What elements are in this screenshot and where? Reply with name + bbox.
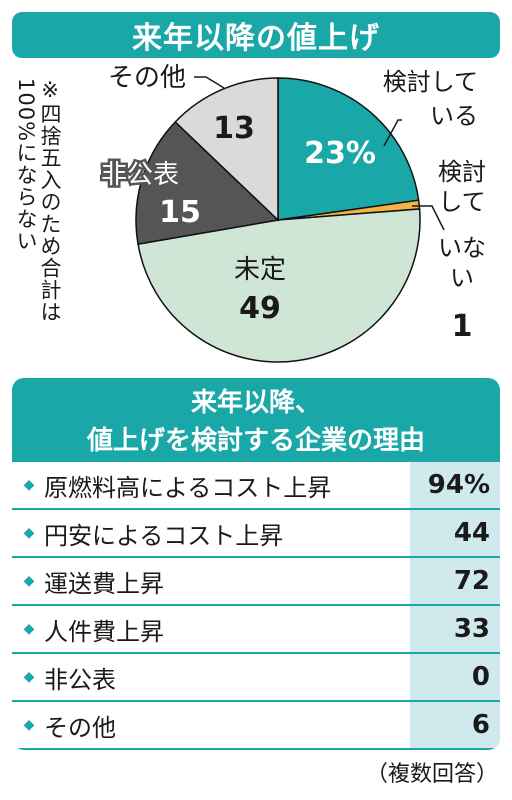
slice-value-4: 13	[213, 111, 255, 146]
pie-slice-2	[137, 208, 421, 363]
reason-label-cell: ◆ 円安によるコスト上昇	[12, 510, 410, 556]
slice-label-1d: い	[450, 264, 474, 292]
slice-label-0b: いる	[430, 102, 478, 130]
reasons-panel: 来年以降、 値上げを検討する企業の理由 ◆ 原燃料高によるコスト上昇 94% ◆ 円安に…	[12, 378, 500, 750]
slice-label-3: 非公表	[101, 160, 179, 190]
reason-label: 運送費上昇	[44, 569, 164, 598]
reason-row: ◆ 原燃料高によるコスト上昇 94%	[12, 462, 500, 508]
reason-label: その他	[44, 713, 116, 742]
diamond-bullet-icon: ◆	[23, 621, 35, 637]
reasons-header-line2: 値上げを検討する企業の理由	[86, 426, 425, 456]
reasons-table: ◆ 原燃料高によるコスト上昇 94% ◆ 円安によるコスト上昇 44 ◆ 運送費上昇 72 ◆ 人件…	[12, 462, 500, 750]
slice-label-0a: 検討して	[383, 68, 478, 96]
reason-label: 非公表	[44, 665, 116, 694]
rounding-note: ※四捨五入のため合計は100%にならない	[14, 78, 62, 323]
reason-row: ◆ 人件費上昇 33	[12, 606, 500, 652]
reason-value: 72	[410, 558, 500, 604]
slice-label-1a: 検討	[438, 158, 486, 186]
pie-slice-0	[277, 77, 420, 221]
reason-row: ◆ 非公表 0	[12, 654, 500, 700]
pie-slice-3	[135, 120, 280, 246]
reason-row: ◆ 円安によるコスト上昇 44	[12, 510, 500, 556]
diamond-bullet-icon: ◆	[23, 717, 35, 733]
slice-label-2: 未定	[234, 255, 286, 285]
reason-label-cell: ◆ 人件費上昇	[12, 606, 410, 652]
reason-value: 44	[410, 510, 500, 556]
chart-title: 来年以降の値上げ	[12, 12, 500, 58]
diamond-bullet-icon: ◆	[23, 525, 35, 541]
reasons-header: 来年以降、 値上げを検討する企業の理由	[12, 378, 500, 462]
reason-value: 94%	[410, 462, 500, 508]
reason-label-cell: ◆ 運送費上昇	[12, 558, 410, 604]
slice-label-4: その他	[108, 63, 186, 93]
reason-label-cell: ◆ 原燃料高によるコスト上昇	[12, 462, 410, 508]
leader-line-1	[412, 205, 445, 231]
reason-row: ◆ 運送費上昇 72	[12, 558, 500, 604]
leader-line-4	[194, 76, 225, 89]
diamond-bullet-icon: ◆	[23, 669, 35, 685]
footnote: （複数回答）	[365, 762, 498, 787]
slice-label-1b: して	[438, 188, 485, 216]
slice-value-1: 1	[452, 309, 473, 344]
reason-label: 人件費上昇	[44, 617, 164, 646]
reason-label: 原燃料高によるコスト上昇	[44, 473, 332, 502]
diamond-bullet-icon: ◆	[23, 573, 35, 589]
reason-label: 円安によるコスト上昇	[44, 521, 284, 550]
slice-value-0: 23%	[304, 136, 376, 171]
slice-value-3: 15	[159, 195, 201, 230]
reason-value: 6	[410, 702, 500, 748]
pie-slice-4	[174, 77, 279, 222]
reasons-header-line1: 来年以降、	[190, 388, 321, 418]
diamond-bullet-icon: ◆	[23, 477, 35, 493]
reason-label-cell: ◆ 非公表	[12, 654, 410, 700]
slice-label-1c: いな	[438, 234, 486, 262]
reason-label-cell: ◆ その他	[12, 702, 410, 748]
leader-line-0	[383, 119, 402, 147]
slice-value-2: 49	[239, 291, 281, 326]
reason-row: ◆ その他 6	[12, 702, 500, 748]
reason-value: 33	[410, 606, 500, 652]
reason-value: 0	[410, 654, 500, 700]
